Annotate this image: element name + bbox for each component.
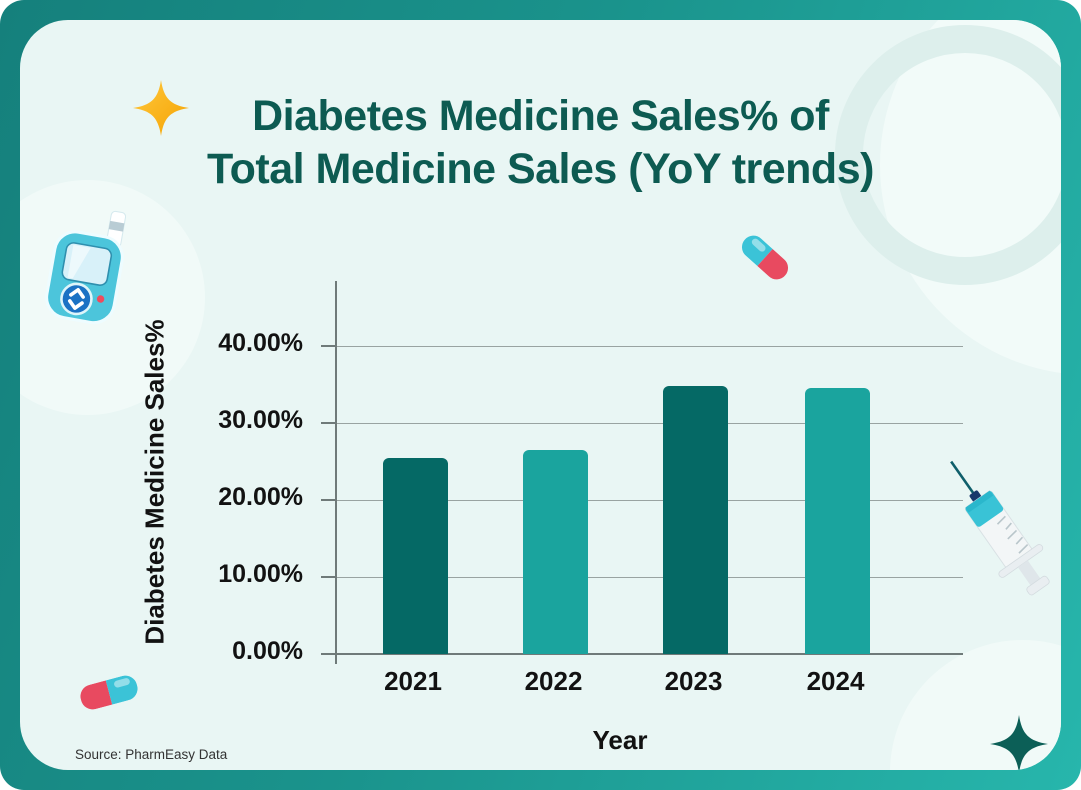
syringe-icon	[925, 443, 1061, 611]
y-tick-label: 10.00%	[218, 560, 303, 588]
y-tick-label: 20.00%	[218, 483, 303, 511]
y-tick-label: 0.00%	[232, 637, 303, 665]
x-axis-line	[321, 653, 963, 655]
y-tick-mark	[321, 422, 335, 424]
bar-2024	[805, 387, 870, 654]
y-axis-ticks: 0.00% 10.00% 20.00% 30.00% 40.00%	[135, 281, 303, 665]
page-title: Diabetes Medicine Sales% of Total Medici…	[20, 90, 1061, 196]
bar-2022	[523, 449, 588, 654]
x-tick-label: 2023	[664, 666, 723, 696]
bar-2023	[663, 386, 728, 654]
x-tick-label: 2024	[806, 666, 865, 696]
pill-icon	[74, 664, 144, 720]
x-tick-label: 2021	[384, 666, 442, 696]
y-axis-tail	[335, 654, 337, 664]
title-line-2: Total Medicine Sales (YoY trends)	[207, 145, 874, 193]
source-credit: Source: PharmEasy Data	[75, 747, 228, 762]
glucometer-icon	[38, 208, 144, 330]
y-tick-mark	[321, 499, 335, 501]
gridline	[337, 499, 963, 501]
sparkle-icon	[132, 80, 190, 136]
card: Diabetes Medicine Sales% of Total Medici…	[20, 20, 1061, 770]
y-tick-label: 40.00%	[218, 329, 303, 357]
pill-icon	[732, 226, 798, 288]
gridline	[337, 576, 963, 578]
x-axis-title: Year	[592, 725, 648, 755]
bar-2021	[382, 458, 448, 654]
x-axis-labels: 2021 2022 2023 2024	[335, 666, 961, 700]
plot-area	[321, 281, 963, 664]
y-tick-mark	[321, 576, 335, 578]
gridline	[337, 422, 963, 424]
sparkle-icon	[990, 714, 1048, 770]
x-tick-label: 2022	[524, 666, 583, 696]
y-axis-title: Diabetes Medicine Sales%	[139, 319, 170, 645]
title-line-1: Diabetes Medicine Sales% of	[252, 92, 829, 140]
y-tick-mark	[321, 345, 335, 347]
y-tick-label: 30.00%	[218, 406, 303, 434]
gridline	[337, 345, 963, 347]
